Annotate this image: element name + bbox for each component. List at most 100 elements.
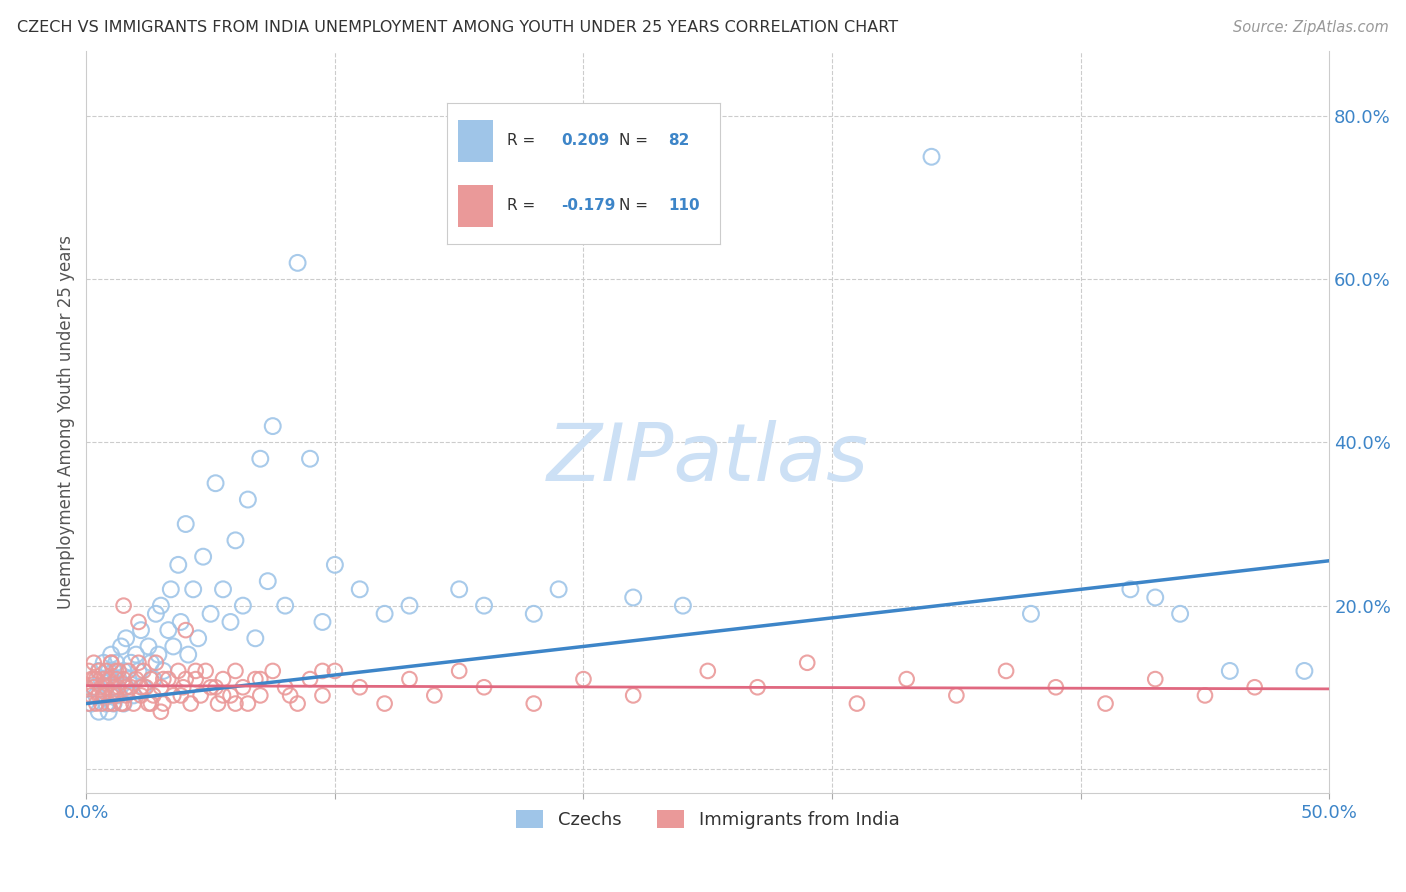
Point bbox=[796, 656, 818, 670]
Point bbox=[84, 697, 107, 711]
Point bbox=[107, 664, 129, 678]
Point bbox=[139, 672, 162, 686]
Point bbox=[449, 582, 471, 597]
Point bbox=[1045, 680, 1067, 694]
Point bbox=[1219, 664, 1241, 678]
Point bbox=[80, 672, 103, 686]
Point bbox=[152, 672, 174, 686]
Point bbox=[547, 582, 569, 597]
Point bbox=[274, 680, 297, 694]
Point bbox=[149, 705, 172, 719]
Point bbox=[194, 664, 217, 678]
Point bbox=[374, 697, 396, 711]
Point bbox=[1194, 689, 1216, 703]
Point bbox=[249, 451, 271, 466]
Point bbox=[323, 664, 346, 678]
Point bbox=[149, 680, 172, 694]
Point bbox=[287, 256, 309, 270]
Point bbox=[139, 697, 162, 711]
Point bbox=[122, 697, 145, 711]
Point bbox=[287, 697, 309, 711]
Point bbox=[97, 697, 120, 711]
Point bbox=[122, 689, 145, 703]
Point bbox=[349, 680, 371, 694]
Point bbox=[97, 705, 120, 719]
Point bbox=[93, 689, 115, 703]
Point bbox=[128, 615, 150, 629]
Point bbox=[97, 664, 120, 678]
Point bbox=[449, 664, 471, 678]
Point bbox=[100, 656, 122, 670]
Point bbox=[1144, 672, 1167, 686]
Point bbox=[157, 672, 180, 686]
Point bbox=[75, 680, 97, 694]
Point bbox=[77, 697, 100, 711]
Point bbox=[132, 680, 155, 694]
Point bbox=[107, 689, 129, 703]
Point bbox=[177, 648, 200, 662]
Point bbox=[105, 672, 128, 686]
Point bbox=[129, 680, 152, 694]
Point bbox=[145, 656, 167, 670]
Point bbox=[921, 150, 943, 164]
Point bbox=[278, 689, 301, 703]
Point bbox=[157, 623, 180, 637]
Point bbox=[132, 664, 155, 678]
Point bbox=[77, 664, 100, 678]
Point bbox=[323, 558, 346, 572]
Point bbox=[110, 640, 132, 654]
Point bbox=[212, 672, 235, 686]
Point bbox=[112, 672, 135, 686]
Point bbox=[120, 680, 142, 694]
Point bbox=[90, 680, 112, 694]
Point bbox=[100, 689, 122, 703]
Point bbox=[162, 640, 184, 654]
Point bbox=[142, 689, 165, 703]
Text: CZECH VS IMMIGRANTS FROM INDIA UNEMPLOYMENT AMONG YOUTH UNDER 25 YEARS CORRELATI: CZECH VS IMMIGRANTS FROM INDIA UNEMPLOYM… bbox=[17, 20, 898, 35]
Point bbox=[232, 599, 254, 613]
Point bbox=[174, 516, 197, 531]
Point bbox=[249, 689, 271, 703]
Point bbox=[100, 648, 122, 662]
Point bbox=[184, 672, 207, 686]
Point bbox=[152, 664, 174, 678]
Point bbox=[167, 558, 190, 572]
Point bbox=[200, 680, 222, 694]
Point bbox=[83, 680, 105, 694]
Point bbox=[87, 705, 110, 719]
Point bbox=[112, 697, 135, 711]
Point bbox=[311, 664, 333, 678]
Point bbox=[96, 697, 118, 711]
Point bbox=[159, 582, 181, 597]
Point bbox=[138, 697, 160, 711]
Point bbox=[103, 697, 125, 711]
Point bbox=[1168, 607, 1191, 621]
Point bbox=[174, 623, 197, 637]
Point bbox=[1144, 591, 1167, 605]
Point bbox=[107, 672, 129, 686]
Point bbox=[747, 680, 769, 694]
Point bbox=[224, 664, 246, 678]
Point bbox=[149, 599, 172, 613]
Point bbox=[148, 648, 170, 662]
Point bbox=[472, 599, 495, 613]
Point bbox=[97, 672, 120, 686]
Point bbox=[125, 648, 148, 662]
Point bbox=[262, 419, 284, 434]
Point bbox=[162, 689, 184, 703]
Point bbox=[181, 582, 204, 597]
Point bbox=[112, 664, 135, 678]
Point bbox=[374, 607, 396, 621]
Point bbox=[184, 664, 207, 678]
Point bbox=[995, 664, 1018, 678]
Point bbox=[145, 607, 167, 621]
Point bbox=[621, 591, 644, 605]
Point bbox=[170, 689, 193, 703]
Point bbox=[1243, 680, 1265, 694]
Point bbox=[224, 697, 246, 711]
Point bbox=[100, 672, 122, 686]
Point bbox=[96, 664, 118, 678]
Point bbox=[110, 697, 132, 711]
Point bbox=[845, 697, 868, 711]
Point bbox=[115, 680, 138, 694]
